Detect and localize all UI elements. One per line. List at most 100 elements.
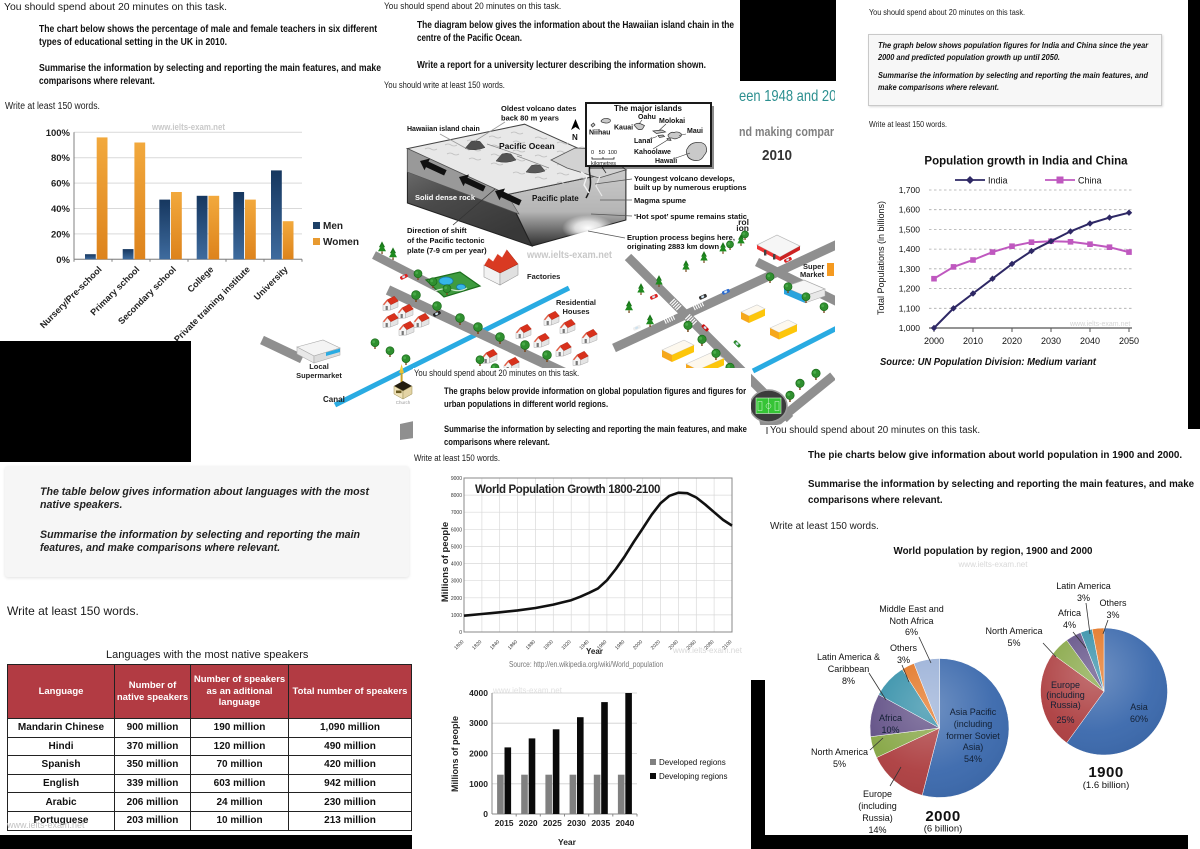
svg-text:Others: Others (1099, 598, 1127, 608)
svg-text:Direction of shift: Direction of shift (407, 226, 467, 235)
svg-text:1920: 1920 (561, 639, 573, 651)
svg-text:Magma spume: Magma spume (634, 196, 686, 205)
svg-text:North America: North America (985, 626, 1042, 636)
svg-text:2025: 2025 (543, 818, 562, 828)
svg-text:3%: 3% (897, 655, 910, 665)
svg-text:1000: 1000 (451, 613, 462, 619)
svg-text:60%: 60% (51, 179, 71, 190)
svg-text:1,400: 1,400 (899, 244, 921, 254)
svg-text:2000: 2000 (469, 749, 488, 759)
svg-text:1,000: 1,000 (899, 323, 921, 333)
svg-text:Africa: Africa (879, 713, 902, 723)
svg-text:60%: 60% (1130, 714, 1148, 724)
svg-text:Residential: Residential (556, 298, 596, 307)
svg-text:Russia): Russia) (862, 813, 893, 823)
svg-text:8000: 8000 (451, 493, 462, 499)
svg-text:1,600: 1,600 (899, 205, 921, 215)
svg-text:www.ielts-exam.net: www.ielts-exam.net (492, 686, 563, 695)
svg-text:plate (7-9 cm per year): plate (7-9 cm per year) (407, 246, 487, 255)
svg-text:1820: 1820 (471, 639, 483, 651)
svg-text:www.ielts-exam.net: www.ielts-exam.net (1069, 321, 1130, 328)
svg-text:3000: 3000 (469, 718, 488, 728)
svg-text:Africa: Africa (1058, 608, 1081, 618)
svg-text:0 50 100: 0 50 100 (591, 150, 617, 156)
svg-text:20%: 20% (51, 229, 71, 240)
svg-text:80%: 80% (51, 153, 71, 164)
svg-text:Women: Women (323, 237, 359, 248)
svg-text:4%: 4% (1063, 620, 1076, 630)
svg-text:Hawaii: Hawaii (655, 158, 677, 165)
svg-text:Others: Others (890, 643, 918, 653)
svg-text:built up by numerous eruptions: built up by numerous eruptions (634, 183, 747, 192)
svg-text:Caribbean: Caribbean (828, 664, 870, 674)
svg-text:(including: (including (1046, 690, 1085, 700)
svg-text:6%: 6% (905, 627, 918, 637)
svg-text:Hawaiian island chain: Hawaiian island chain (407, 126, 480, 133)
svg-text:China: China (1078, 176, 1102, 186)
svg-text:Year: Year (558, 837, 577, 847)
svg-text:3%: 3% (1106, 610, 1119, 620)
svg-text:Latin America: Latin America (1056, 581, 1111, 591)
svg-text:3000: 3000 (451, 579, 462, 585)
svg-text:Russia): Russia) (1050, 700, 1081, 710)
svg-text:2020: 2020 (1002, 336, 1022, 346)
svg-text:1900: 1900 (543, 639, 555, 651)
svg-text:Church: Church (396, 400, 411, 405)
svg-text:Latin America &: Latin America & (817, 652, 880, 662)
svg-text:Middle East and: Middle East and (879, 604, 944, 614)
svg-text:Nursery/Pre-school: Nursery/Pre-school (38, 264, 104, 330)
svg-text:0: 0 (459, 630, 462, 636)
svg-text:1880: 1880 (525, 639, 537, 651)
svg-text:4000: 4000 (451, 562, 462, 568)
svg-text:2030: 2030 (567, 818, 586, 828)
svg-text:1900: 1900 (1088, 764, 1123, 781)
svg-text:2020: 2020 (650, 639, 662, 651)
svg-text:www.ielts-exam.net: www.ielts-exam.net (672, 646, 743, 655)
svg-text:1800: 1800 (453, 639, 465, 651)
svg-text:0: 0 (483, 809, 488, 819)
svg-text:Europe: Europe (863, 789, 892, 799)
svg-text:Canal: Canal (323, 395, 345, 404)
svg-text:0%: 0% (56, 255, 70, 266)
svg-text:www.ielts-exam.net: www.ielts-exam.net (151, 122, 226, 133)
svg-text:Maui: Maui (687, 128, 703, 135)
svg-text:4000: 4000 (469, 688, 488, 698)
svg-text:Noth Africa: Noth Africa (889, 616, 933, 626)
svg-text:Asia Pacific: Asia Pacific (950, 707, 997, 717)
svg-text:2035: 2035 (591, 818, 610, 828)
svg-text:5000: 5000 (451, 544, 462, 550)
svg-text:2010: 2010 (963, 336, 983, 346)
svg-text:World Population Growth 1800-2: World Population Growth 1800-2100 (475, 484, 660, 496)
svg-text:54%: 54% (964, 754, 982, 764)
svg-text:1,700: 1,700 (899, 185, 921, 195)
svg-text:Eruption process begins here,: Eruption process begins here, (627, 233, 735, 242)
svg-text:Youngest volcano develops,: Youngest volcano develops, (634, 174, 735, 183)
svg-text:25%: 25% (1056, 715, 1074, 725)
svg-text:2040: 2040 (1080, 336, 1100, 346)
svg-text:The major islands: The major islands (614, 104, 683, 113)
svg-text:14%: 14% (868, 825, 886, 835)
svg-text:9000: 9000 (451, 476, 462, 482)
svg-text:originating 2883 km down: originating 2883 km down (627, 242, 720, 251)
svg-text:1,100: 1,100 (899, 303, 921, 313)
svg-text:5%: 5% (833, 759, 846, 769)
svg-text:1000: 1000 (469, 779, 488, 789)
svg-text:40%: 40% (51, 204, 71, 215)
svg-text:India: India (988, 176, 1008, 186)
svg-text:2000: 2000 (924, 336, 944, 346)
svg-text:Total Populations (in billions: Total Populations (in billions) (876, 201, 886, 315)
svg-text:2000: 2000 (925, 808, 960, 825)
svg-text:Niihau: Niihau (589, 130, 610, 137)
svg-text:Kahoolawe: Kahoolawe (634, 149, 671, 156)
svg-text:1840: 1840 (489, 639, 501, 651)
svg-text:5%: 5% (1007, 638, 1020, 648)
svg-text:10%: 10% (881, 725, 899, 735)
svg-text:Oahu: Oahu (638, 114, 656, 121)
svg-text:Kauai: Kauai (614, 125, 633, 132)
svg-text:7000: 7000 (451, 510, 462, 516)
svg-text:(6 billion): (6 billion) (924, 824, 963, 835)
svg-text:Population growth in India and: Population growth in India and China (924, 156, 1128, 168)
svg-text:1,300: 1,300 (899, 264, 921, 274)
svg-text:Lanai: Lanai (634, 138, 652, 145)
svg-text:N: N (572, 133, 578, 142)
